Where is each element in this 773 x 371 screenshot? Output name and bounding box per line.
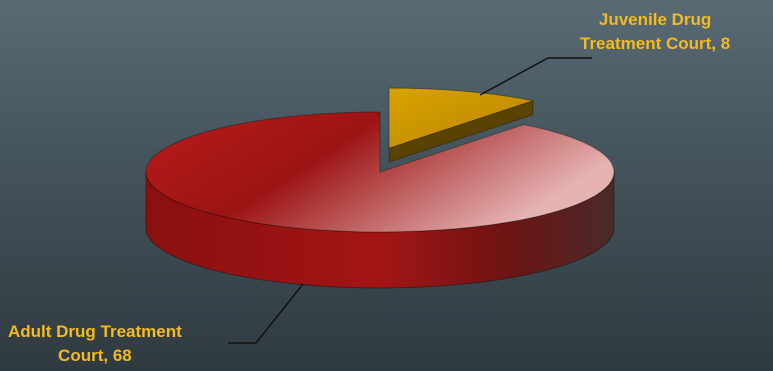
slice-label-juvenile: Juvenile Drug Treatment Court, 8: [580, 8, 730, 56]
slice-label-adult-line-1: Adult Drug Treatment: [8, 322, 182, 341]
slice-label-adult: Adult Drug Treatment Court, 68: [8, 320, 182, 368]
pie-slice-juvenile-top: [388, 87, 535, 149]
slice-label-juvenile-line-1: Juvenile Drug: [598, 10, 712, 29]
slice-label-juvenile-line-2: Treatment Court, 8: [580, 34, 731, 53]
pie-slice-juvenile: [388, 87, 535, 163]
pie-slice-adult-top: [145, 111, 615, 233]
pie-slice-adult: [145, 111, 615, 289]
leader-line-juvenile: [479, 57, 592, 96]
slice-label-adult-line-2: Court, 68: [58, 346, 132, 365]
leader-line-adult: [228, 283, 304, 344]
